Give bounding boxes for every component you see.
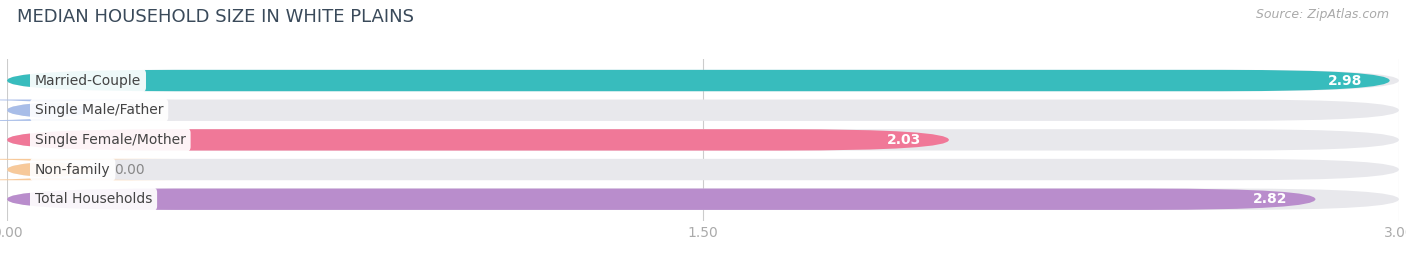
FancyBboxPatch shape: [7, 159, 1399, 180]
Text: 0.00: 0.00: [114, 162, 145, 176]
FancyBboxPatch shape: [0, 100, 174, 121]
FancyBboxPatch shape: [7, 70, 1389, 91]
Text: 2.03: 2.03: [887, 133, 921, 147]
Text: 0.00: 0.00: [114, 103, 145, 117]
FancyBboxPatch shape: [7, 189, 1399, 210]
FancyBboxPatch shape: [7, 70, 1399, 91]
FancyBboxPatch shape: [7, 189, 1316, 210]
FancyBboxPatch shape: [7, 129, 1399, 151]
Text: Non-family: Non-family: [35, 162, 111, 176]
Text: Married-Couple: Married-Couple: [35, 73, 141, 87]
Text: Source: ZipAtlas.com: Source: ZipAtlas.com: [1256, 8, 1389, 21]
FancyBboxPatch shape: [0, 159, 174, 180]
FancyBboxPatch shape: [7, 129, 949, 151]
Text: Total Households: Total Households: [35, 192, 152, 206]
Text: MEDIAN HOUSEHOLD SIZE IN WHITE PLAINS: MEDIAN HOUSEHOLD SIZE IN WHITE PLAINS: [17, 8, 413, 26]
Text: Single Female/Mother: Single Female/Mother: [35, 133, 186, 147]
Text: 2.98: 2.98: [1327, 73, 1362, 87]
Text: 2.82: 2.82: [1253, 192, 1288, 206]
Text: Single Male/Father: Single Male/Father: [35, 103, 163, 117]
FancyBboxPatch shape: [7, 100, 1399, 121]
